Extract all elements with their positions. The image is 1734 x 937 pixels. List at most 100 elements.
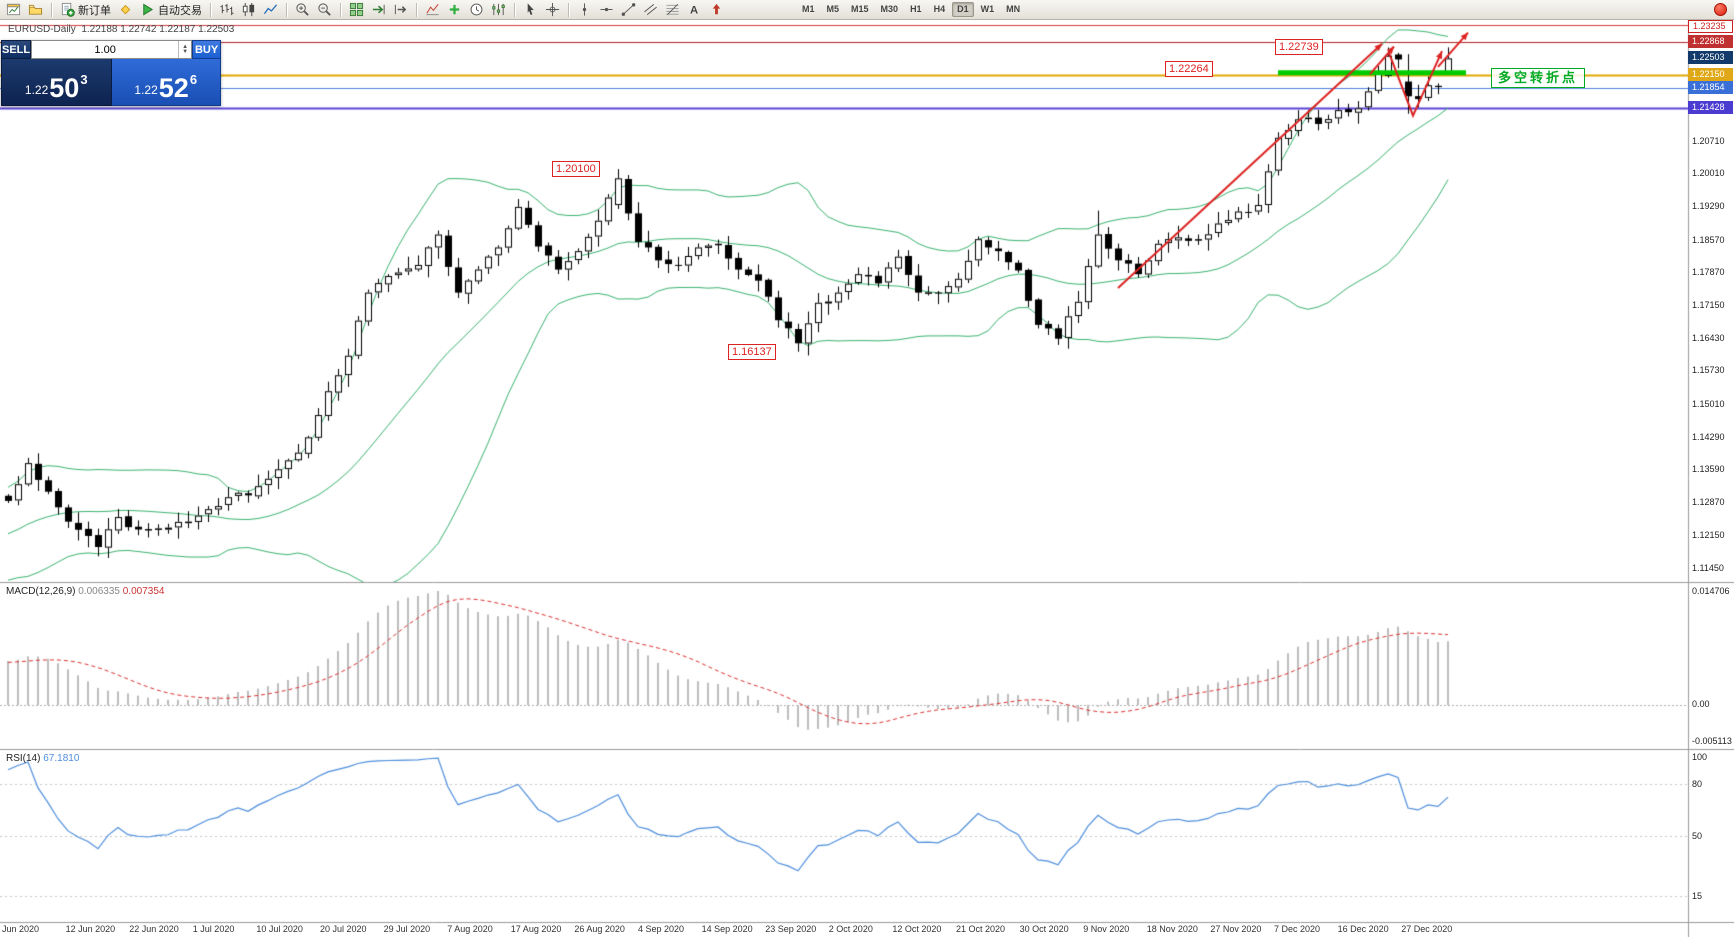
channel-tool-button[interactable] (640, 1, 661, 19)
metaeditor-button[interactable] (115, 1, 136, 19)
time-axis-label: 23 Sep 2020 (765, 924, 817, 934)
zoom-out-button[interactable] (314, 1, 335, 19)
timeframe-d1-button[interactable]: D1 (952, 2, 974, 17)
pivot-label[interactable]: 多空转折点 (1491, 67, 1586, 88)
auto-scroll-button[interactable] (368, 1, 389, 19)
timeframe-h4-button[interactable]: H4 (929, 2, 951, 17)
time-axis-label: 27 Nov 2020 (1210, 924, 1262, 934)
price-axis-tick: 1.13590 (1692, 464, 1725, 475)
notification-icon[interactable] (1714, 3, 1727, 16)
volume-spinner: ▲ ▼ (178, 41, 191, 58)
price-annotation-1.20100[interactable]: 1.20100 (552, 161, 600, 178)
time-axis-label: 22 Jun 2020 (129, 924, 179, 934)
time-axis-label: 7 Dec 2020 (1274, 924, 1321, 934)
rsi-axis-label: 15 (1692, 891, 1703, 902)
bar-chart-mode-button[interactable] (216, 1, 237, 19)
toolbar: 新订单 自动交易 A M1 M5 M15 M30 H1 H4 D1 W1 MN (0, 0, 1734, 20)
volume-increase-arrow-icon[interactable]: ▲ (182, 43, 189, 50)
price-axis-tick: 1.15730 (1692, 365, 1725, 376)
trendline-tool-button[interactable] (618, 1, 639, 19)
indicators-list-button[interactable] (422, 1, 443, 19)
new-chart-button[interactable] (3, 1, 24, 19)
timeframe-m1-button[interactable]: M1 (797, 2, 820, 17)
profiles-button[interactable] (25, 1, 46, 19)
sell-button[interactable]: SELL (1, 40, 32, 59)
fibonacci-tool-button[interactable] (662, 1, 683, 19)
timeframe-mn-button[interactable]: MN (1001, 2, 1025, 17)
shift-icon (393, 2, 408, 17)
toolbar-separator (416, 2, 417, 17)
tile-windows-button[interactable] (346, 1, 367, 19)
timeframe-m30-button[interactable]: M30 (876, 2, 904, 17)
time-axis-label: 4 Sep 2020 (638, 924, 685, 934)
buy-price-main: 52 (158, 73, 189, 104)
cursor-tool-button[interactable] (520, 1, 541, 19)
horizontal-line-tool-button[interactable] (596, 1, 617, 19)
volume-input[interactable] (32, 41, 179, 58)
timeframe-w1-button[interactable]: W1 (976, 2, 1000, 17)
bars-icon (219, 2, 234, 17)
price-annotation-1.16137[interactable]: 1.16137 (728, 343, 776, 360)
time-axis-label: 9 Nov 2020 (1083, 924, 1130, 934)
time-axis-label: 30 Oct 2020 (1019, 924, 1069, 934)
arrows-icon (709, 2, 724, 17)
time-axis[interactable]: Jun 2020 12 Jun 2020 22 Jun 2020 1 Jul 2020… (0, 20, 1734, 937)
timeframe-m15-button[interactable]: M15 (846, 2, 874, 17)
crosshair-icon (545, 2, 560, 17)
text-tool-button[interactable]: A (684, 1, 705, 19)
sell-price-sup: 3 (80, 72, 88, 87)
time-axis-label: Jun 2020 (2, 924, 40, 934)
macd-indicator-label: MACD(12,26,9) 0.006335 0.007354 (6, 586, 164, 597)
sell-price-prefix: 1.22 (24, 83, 49, 97)
vertical-line-tool-button[interactable] (574, 1, 595, 19)
macd-axis-label: 0.00 (1692, 699, 1710, 709)
templates-button[interactable] (488, 1, 509, 19)
time-axis-label: 12 Jun 2020 (65, 924, 116, 934)
price-axis-tick: 1.12150 (1692, 530, 1725, 541)
text-icon: A (687, 2, 702, 17)
buy-price-display[interactable]: 1.22 52 6 (111, 59, 221, 106)
chart-canvas[interactable] (0, 20, 1734, 937)
price-axis-tick: 1.15010 (1692, 398, 1725, 409)
line-chart-mode-button[interactable] (260, 1, 281, 19)
crosshair-tool-button[interactable] (542, 1, 563, 19)
profiles-icon (28, 2, 43, 17)
chart-shift-button[interactable] (390, 1, 411, 19)
candlestick-mode-button[interactable] (238, 1, 259, 19)
volume-decrease-arrow-icon[interactable]: ▼ (182, 48, 189, 55)
periods-button[interactable] (466, 1, 487, 19)
price-annotation-1.22739[interactable]: 1.22739 (1275, 39, 1323, 56)
buy-button[interactable]: BUY (192, 40, 221, 59)
cursor-icon (523, 2, 538, 17)
timeframe-m5-button[interactable]: M5 (822, 2, 845, 17)
price-axis-flag-1.22150: 1.22150 (1688, 67, 1733, 81)
order-icon (60, 2, 75, 17)
time-axis-label: 2 Oct 2020 (828, 924, 873, 934)
price-axis-flag-1.21428: 1.21428 (1688, 100, 1733, 114)
sell-price-main: 50 (49, 73, 80, 104)
macd-axis-label: -0.005113 (1692, 736, 1732, 746)
timeframe-h1-button[interactable]: H1 (905, 2, 927, 17)
price-axis-tick: 1.14290 (1692, 431, 1725, 442)
fibo-icon (665, 2, 680, 17)
time-axis-label: 26 Aug 2020 (574, 924, 625, 934)
vline-icon (577, 2, 592, 17)
toolbar-right (1714, 3, 1731, 16)
toolbar-timeframes: M1 M5 M15 M30 H1 H4 D1 W1 MN (797, 2, 1025, 17)
arrows-tool-button[interactable] (706, 1, 727, 19)
zoom-in-button[interactable] (292, 1, 313, 19)
price-axis-flag-1.22503: 1.22503 (1688, 51, 1733, 65)
price-axis-tick: 1.19290 (1692, 201, 1725, 212)
buy-price-prefix: 1.22 (134, 83, 158, 97)
auto-trading-button[interactable]: 自动交易 (137, 1, 205, 19)
price-annotation-1.22264[interactable]: 1.22264 (1165, 61, 1213, 78)
new-order-button[interactable]: 新订单 (57, 1, 114, 19)
sell-price-display[interactable]: 1.22 50 3 (1, 59, 112, 106)
price-axis[interactable]: 1.20710 1.20010 1.19290 1.18570 1.17870 1.171… (1688, 20, 1734, 937)
line-icon (263, 2, 278, 17)
rsi-indicator-label: RSI(14) 67.1810 (6, 753, 79, 764)
rsi-value: 67.1810 (43, 753, 80, 764)
price-axis-tick: 1.18570 (1692, 234, 1725, 245)
add-indicator-button[interactable] (444, 1, 465, 19)
toolbar-separator (286, 2, 287, 17)
